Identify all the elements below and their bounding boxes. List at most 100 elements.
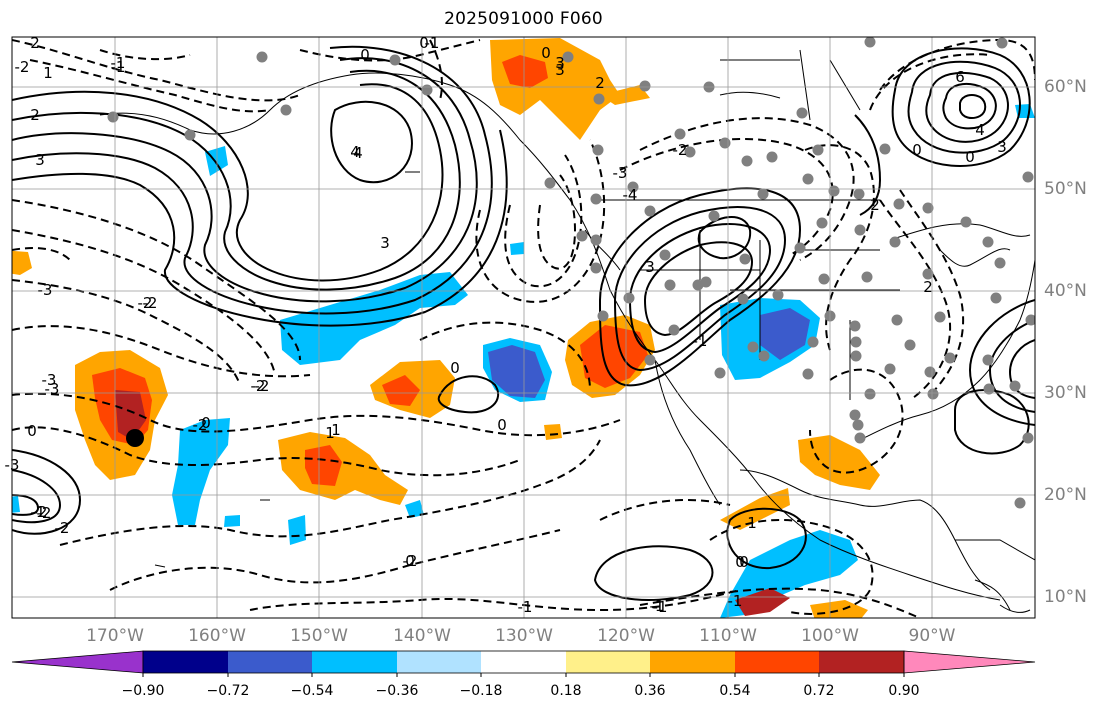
lon-label: 130°W [495,626,553,646]
contour-label: -3 [38,281,53,299]
shade-lightblue-small6 [12,496,20,513]
shade-lightblue-ak [205,146,228,176]
contour-label: -1 [693,332,708,350]
contour-label: -3 [42,371,57,389]
shade-darkblue-npac [488,345,545,398]
contour-label: 1 [331,421,341,439]
contour-label: 0 [912,141,922,159]
contour-label: 0 [201,414,211,432]
lat-label: 20°N [1044,485,1087,505]
contour-label: -2 [33,503,48,521]
lat-label: 50°N [1044,179,1087,199]
colorbar-tick-label: 0.18 [550,683,582,699]
shade-orange-bc2 [600,85,650,105]
colorbar-tick-label: 0.36 [634,683,666,699]
shade-lightblue-small2 [224,515,240,527]
contour-label: -2 [673,141,688,159]
colorbar-tick-label: 0.54 [719,683,751,699]
contour-label: 2 [595,74,605,92]
contour-label: 4 [353,144,363,162]
contour-label: 1 [747,514,757,532]
shade-blue-sw [760,308,810,360]
solid-contours [12,45,1035,601]
contour-label: 0 [419,34,429,52]
contour-label: 6 [955,68,965,86]
station-dots [107,37,1035,509]
shade-lightblue-small1 [288,515,306,545]
contour-label: 0 [405,552,415,570]
contour-label: 2 [870,196,880,214]
grid-lines [12,37,1035,618]
contour-label: 0 [965,148,975,166]
contour-label: -2 [193,416,208,434]
contour-label: -2 [251,377,266,395]
shade-darkred-wpac [115,390,146,440]
lon-label: 150°W [290,626,348,646]
shade-orange-small1 [12,250,32,275]
contour-label: 4 [350,143,360,161]
shade-red-cpac2 [382,375,420,406]
colorbar-tick-label: −0.72 [206,683,250,699]
colorbar-tick-label: 0.90 [888,683,920,699]
colorbar-tick-label: −0.90 [121,683,165,699]
contour-label: 0 [450,359,460,377]
contour-label: 0 [27,422,37,440]
lat-label: 10°N [1044,587,1087,607]
contour-label: -2 [143,294,158,312]
contour-label: -1 [728,592,743,610]
contour-label: 0 [739,553,749,571]
contour-label: 1 [43,64,53,82]
shade-red-bc [502,55,548,88]
contour-label: -1 [31,503,46,521]
contour-label: -3 [613,164,628,182]
shade-lightblue-npac [280,272,468,365]
contour-label: -2 [403,552,418,570]
contour-label: 2 [923,278,933,296]
contour-label: -1 [111,54,126,72]
contour-label: 2 [30,106,40,124]
contour-label: -1 [518,598,533,616]
contour-label: -2 [255,377,270,395]
contour-label: 3 [380,234,390,252]
contour-label: -2 [37,504,52,522]
contour-label: 1 [325,424,335,442]
storm-center-marker [126,429,144,447]
shade-lightblue-small3 [510,242,524,255]
contour-label: -2 [138,294,153,312]
colorbar-tick-label: −0.54 [290,683,334,699]
shaded-regions [12,38,1035,618]
contour-label: 3 [555,61,565,79]
shade-orange-gulf [798,435,880,490]
contour-label: -1 [111,58,126,76]
contour-label: 3 [645,258,655,276]
lon-label: 170°W [86,626,144,646]
contour-label: 0 [735,553,745,571]
map-frame [11,36,1036,619]
contour-label: -1 [653,598,668,616]
chart-title: 2025091000 F060 [444,9,603,29]
lat-label: 60°N [1044,77,1087,97]
contour-label: 2 [30,34,40,52]
lat-label: 30°N [1044,383,1087,403]
lon-label: 90°W [908,626,956,646]
contour-label: -1 [425,34,440,52]
shade-red-baja [580,325,648,388]
colorbar-tick-label: −0.36 [375,683,419,699]
contour-label: 3 [555,54,565,72]
contour-label: -2 [55,519,70,537]
contour-label: 3 [997,138,1007,156]
contour-label: -3 [45,380,60,398]
lon-label: 140°W [393,626,451,646]
shade-red-cpac [305,445,342,486]
contour-label: 0 [360,46,370,64]
colorbar-tick-label: −0.18 [459,683,503,699]
lon-label: 110°W [699,626,757,646]
contour-label: 0 [541,44,551,62]
contour-label: 3 [35,151,45,169]
contour-label: -4 [623,186,638,204]
colorbar-tick-label: 0.72 [803,683,835,699]
contour-label: 0 [497,416,507,434]
contour-label: 4 [975,121,985,139]
